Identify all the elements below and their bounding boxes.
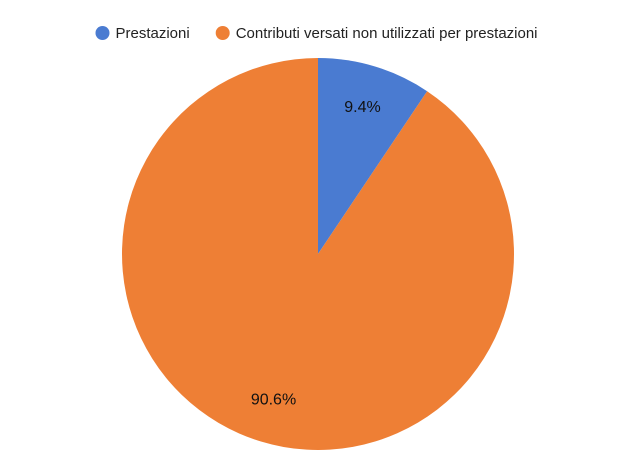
legend-swatch — [95, 26, 110, 40]
legend: Prestazioni Contributi versati non utiliz… — [95, 25, 538, 42]
pie-slice — [318, 58, 428, 254]
legend-label: Prestazioni — [115, 25, 189, 42]
legend-label: Contributi versati non utilizzati per pr… — [236, 25, 538, 42]
pie-slice — [122, 58, 515, 451]
legend-item: Contributi versati non utilizzati per pr… — [215, 25, 538, 42]
value-label: 90.6% — [251, 391, 296, 408]
legend-item: Prestazioni — [95, 25, 190, 42]
legend-swatch — [215, 26, 230, 40]
value-label: 9.4% — [344, 99, 380, 116]
